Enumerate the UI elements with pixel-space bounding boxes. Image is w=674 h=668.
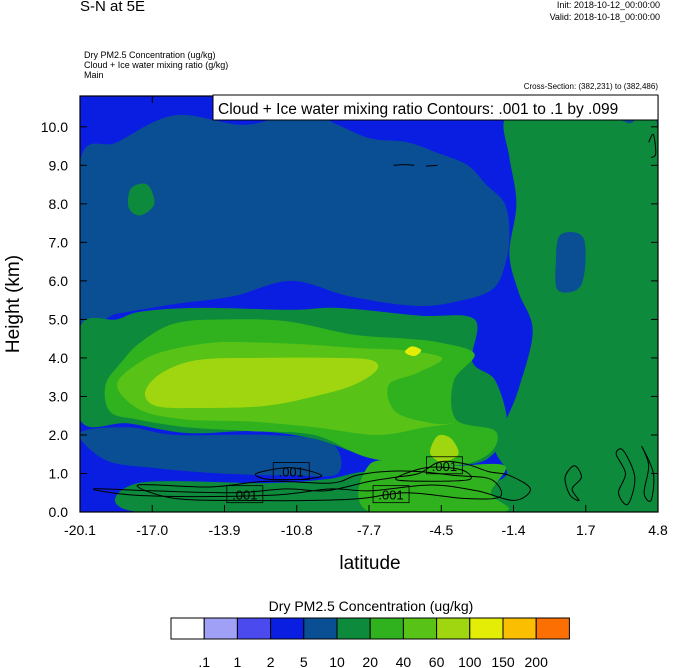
y-tick-label: 3.0: [49, 388, 69, 404]
colorbar-label: 1: [234, 654, 242, 668]
contour-line: [615, 448, 636, 506]
cloud-contour-lines: [93, 133, 657, 506]
colorbar-title: Dry PM2.5 Concentration (ug/kg): [269, 598, 474, 614]
colorbar-label: 5: [300, 654, 308, 668]
colorbar-label: 150: [491, 654, 515, 668]
colorbar-label: 20: [362, 654, 378, 668]
colorbar-swatch: [203, 617, 238, 640]
y-tick-label: 8.0: [49, 196, 69, 212]
contour-label-box: [426, 456, 463, 475]
field-line-domain: Main: [84, 70, 104, 80]
colorbar-label: 200: [525, 654, 549, 668]
x-tick-label: -7.7: [357, 522, 381, 538]
contour-line: [136, 470, 503, 502]
y-tick-label: 4.0: [49, 350, 69, 366]
contour-line: [641, 445, 655, 502]
field-line-pm25: Dry PM2.5 Concentration (ug/kg): [84, 50, 216, 60]
x-tick-label: 1.7: [576, 522, 596, 538]
field-descriptions: Dry PM2.5 Concentration (ug/kg) Cloud + …: [84, 50, 228, 80]
colorbar: .1 1 2 5 10 20 40 60 100 150 200: [170, 617, 570, 668]
x-axis-label: latitude: [339, 553, 400, 574]
x-tick-label: -10.8: [281, 522, 313, 538]
contour-line: [425, 164, 438, 167]
colorbar-swatch: [535, 617, 570, 640]
y-tick-label: 10.0: [41, 119, 68, 135]
contour-label-box: [226, 485, 264, 504]
x-tick-label: -1.4: [501, 522, 525, 538]
fill-region-level-4: [80, 427, 342, 477]
colorbar-swatch: [502, 617, 537, 640]
colorbar-label: 10: [329, 654, 345, 668]
colorbar-swatch: [236, 617, 272, 640]
y-tick-label: 2.0: [49, 427, 69, 443]
contour-line: [393, 164, 415, 166]
x-tick-label: -17.0: [136, 522, 168, 538]
contour-info-text: Cloud + Ice water mixing ratio Contours:…: [218, 101, 618, 118]
colorbar-label: 60: [429, 654, 445, 668]
y-tick-label: 1.0: [49, 465, 69, 481]
contour-label: .001: [378, 488, 403, 503]
y-tick-label: 6.0: [49, 273, 69, 289]
fill-region-level-8: [430, 434, 459, 462]
colorbar-label: 2: [267, 654, 275, 668]
cross-section-label: Cross-Section: (382,231) to (382,486): [523, 82, 658, 91]
concentration-fill-regions: [80, 96, 658, 512]
contour-line: [395, 466, 472, 482]
field-line-cloud: Cloud + Ice water mixing ratio (g/kg): [84, 60, 229, 70]
colorbar-label: .1: [198, 654, 210, 668]
contour-line: [564, 465, 582, 502]
fill-region-level-4: [555, 231, 586, 293]
colorbar-swatch: [402, 617, 438, 640]
x-tick-label: -20.1: [64, 522, 96, 538]
fill-region-level-4: [80, 111, 510, 330]
contour-line: [93, 460, 531, 501]
y-tick-label: 0.0: [49, 504, 69, 520]
contour-label-box: [372, 485, 410, 504]
contour-info-box: Cloud + Ice water mixing ratio Contours:…: [212, 94, 659, 121]
contour-label: .001: [232, 488, 257, 503]
colorbar-swatch: [303, 617, 338, 640]
x-tick-label: -13.9: [209, 522, 241, 538]
contour-label-box: [272, 462, 310, 480]
run-times: Init: 2018-10-12_00:00:00 Valid: 2018-10…: [550, 0, 660, 23]
fill-region-level-5: [127, 183, 155, 216]
y-axis-label: Height (km): [3, 255, 24, 353]
fill-region-level-9: [404, 346, 422, 357]
colorbar-label: 100: [458, 654, 482, 668]
colorbar-swatch: [336, 617, 371, 640]
contour-label: .001: [279, 465, 304, 480]
contour-labels: .001 .001 .001 .001: [226, 456, 463, 504]
colorbar-label: 40: [396, 654, 412, 668]
colorbar-swatch: [436, 617, 471, 640]
valid-time: Valid: 2018-10-18_00:00:00: [549, 12, 660, 22]
colorbar-swatch: [369, 617, 404, 640]
fill-region-level-8: [144, 357, 379, 409]
x-tick-label: 4.8: [648, 522, 668, 538]
contour-line: [648, 133, 657, 159]
init-time: Init: 2018-10-12_00:00:00: [556, 0, 660, 10]
plot-title: S-N at 5E: [80, 0, 146, 15]
colorbar-swatch: [270, 617, 305, 640]
y-tick-label: 7.0: [49, 234, 69, 250]
colorbar-swatch: [170, 617, 205, 640]
y-tick-label: 9.0: [49, 157, 69, 173]
contour-label: .001: [432, 459, 457, 474]
fill-region-level-5: [485, 102, 658, 512]
x-tick-label: -4.5: [429, 522, 453, 538]
y-tick-label: 5.0: [49, 311, 69, 327]
axes: 0.0 1.0 2.0 3.0 4.0 5.0 6.0 7.0 8.0 9.0 10.0 -20.1 -…: [41, 96, 668, 538]
contour-line: [254, 467, 323, 481]
colorbar-swatch: [469, 617, 504, 640]
